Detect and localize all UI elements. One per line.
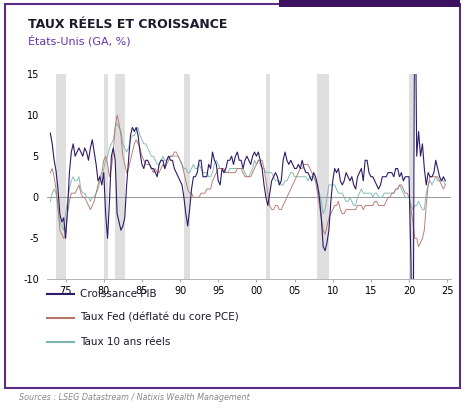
Bar: [184, 74, 190, 279]
Bar: [115, 74, 125, 279]
Text: Taux 10 ans réels: Taux 10 ans réels: [80, 337, 170, 346]
Bar: [104, 74, 107, 279]
Text: États-Unis (GA, %): États-Unis (GA, %): [28, 35, 131, 46]
Text: Croissance PIB: Croissance PIB: [80, 289, 157, 299]
Bar: [266, 74, 270, 279]
Bar: [409, 74, 413, 279]
Bar: [56, 74, 66, 279]
Bar: [317, 74, 329, 279]
Text: Taux Fed (déflaté du core PCE): Taux Fed (déflaté du core PCE): [80, 313, 239, 323]
Text: Sources : LSEG Datastream / Natixis Wealth Management: Sources : LSEG Datastream / Natixis Weal…: [19, 393, 249, 402]
Text: TAUX RÉELS ET CROISSANCE: TAUX RÉELS ET CROISSANCE: [28, 18, 227, 32]
